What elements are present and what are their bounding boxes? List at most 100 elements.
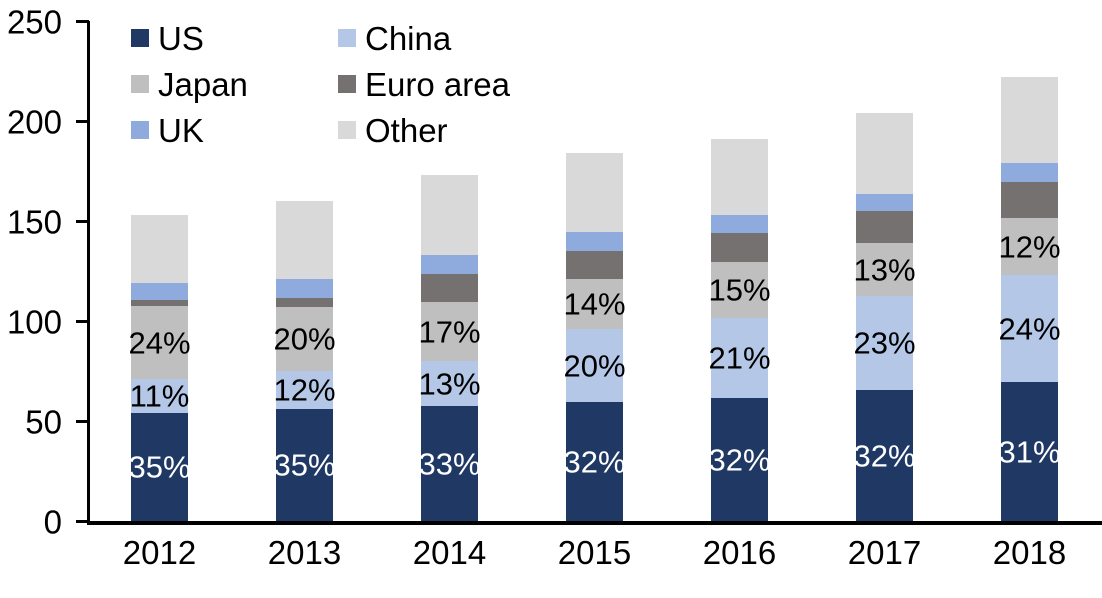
y-tick-label: 150 — [6, 203, 62, 241]
bar-segment-2013-uk — [276, 279, 333, 298]
bar-segment-2015-euro-area — [566, 251, 623, 279]
y-tick-mark — [76, 220, 89, 223]
y-tick-mark — [76, 320, 89, 323]
legend-label-us: US — [158, 19, 204, 57]
bar-segment-2017-us — [856, 390, 913, 521]
segment-label-2018-us: 31% — [998, 434, 1061, 469]
x-axis-line — [87, 521, 1102, 525]
bar-segment-2018-china — [1001, 275, 1058, 382]
bar-segment-2013-japan — [276, 307, 333, 371]
y-tick-mark — [76, 520, 89, 523]
legend-item-other: Other — [338, 107, 510, 153]
segment-label-2012-us: 35% — [128, 449, 191, 485]
x-axis-label-2017: 2017 — [847, 534, 922, 571]
segment-label-2018-japan: 12% — [998, 229, 1061, 264]
y-axis-line — [87, 21, 90, 524]
bar-segment-2016-uk — [711, 215, 768, 233]
bar-segment-2013-euro-area — [276, 298, 333, 307]
bar-segment-2018-other — [1001, 77, 1058, 163]
segment-label-2014-us: 33% — [418, 446, 481, 481]
legend-swatch-china — [338, 29, 356, 47]
legend-item-euro-area: Euro area — [338, 61, 510, 107]
segment-label-2014-japan: 17% — [418, 314, 481, 349]
bar-segment-2014-china — [421, 361, 478, 406]
bar-segment-2017-uk — [856, 194, 913, 211]
bar-segment-2012-us — [131, 413, 188, 521]
segment-label-2015-china: 20% — [563, 348, 626, 383]
bar-segment-2015-uk — [566, 232, 623, 251]
bar-segment-2012-china — [131, 379, 188, 413]
bar-segment-2016-china — [711, 318, 768, 398]
x-axis-label-2013: 2013 — [267, 534, 342, 571]
legend-label-japan: Japan — [158, 65, 248, 103]
legend-item-japan: Japan — [131, 61, 338, 107]
legend-item-us: US — [131, 15, 338, 61]
bar-segment-2012-euro-area — [131, 300, 188, 306]
bar-segment-2016-japan — [711, 262, 768, 318]
segment-label-2015-us: 32% — [563, 444, 626, 479]
segment-label-2017-china: 23% — [853, 325, 916, 361]
bar-segment-2018-japan — [1001, 218, 1058, 275]
legend-swatch-other — [338, 121, 356, 139]
bar-segment-2013-us — [276, 409, 333, 521]
bar-segment-2015-us — [566, 402, 623, 521]
y-tick-label: 0 — [43, 503, 62, 541]
bar-segment-2015-china — [566, 329, 623, 402]
legend-label-uk: UK — [158, 111, 204, 149]
segment-label-2012-japan: 24% — [128, 325, 191, 360]
bar-segment-2016-other — [711, 139, 768, 215]
legend-item-uk: UK — [131, 107, 338, 153]
bar-segment-2013-china — [276, 371, 333, 409]
legend-label-china: China — [365, 19, 452, 57]
legend-label-euro-area: Euro area — [365, 65, 510, 103]
y-tick-mark — [76, 420, 89, 423]
legend-swatch-us — [131, 29, 149, 47]
bar-segment-2014-us — [421, 406, 478, 521]
y-tick-label: 50 — [25, 403, 62, 441]
legend-item-china: China — [338, 15, 510, 61]
bar-segment-2012-other — [131, 215, 188, 283]
x-axis-label-2014: 2014 — [412, 534, 487, 571]
bar-segment-2017-china — [856, 296, 913, 390]
segment-label-2014-china: 13% — [418, 366, 481, 401]
bar-segment-2013-other — [276, 201, 333, 279]
segment-label-2013-japan: 20% — [273, 321, 336, 357]
y-tick-label: 100 — [6, 303, 62, 341]
bar-segment-2015-other — [566, 153, 623, 232]
segment-label-2018-china: 24% — [998, 311, 1061, 346]
segment-label-2016-japan: 15% — [708, 272, 771, 308]
y-tick-mark — [76, 20, 89, 23]
legend-swatch-euro-area — [338, 75, 356, 93]
legend: US China Japan Euro area UK Other — [131, 15, 510, 153]
bar-segment-2014-euro-area — [421, 274, 478, 302]
y-tick-label: 250 — [6, 3, 62, 41]
bar-segment-2016-euro-area — [711, 233, 768, 262]
bar-segment-2014-other — [421, 175, 478, 255]
y-tick-mark — [76, 120, 89, 123]
bar-segment-2015-japan — [566, 279, 623, 329]
bar-segment-2014-japan — [421, 302, 478, 361]
bar-segment-2017-euro-area — [856, 211, 913, 243]
bar-segment-2012-uk — [131, 283, 188, 300]
x-axis-label-2018: 2018 — [992, 534, 1067, 571]
bar-segment-2017-other — [856, 113, 913, 194]
segment-label-2015-japan: 14% — [563, 286, 626, 322]
x-axis-label-2012: 2012 — [122, 534, 197, 571]
bar-segment-2014-uk — [421, 255, 478, 274]
bar-segment-2012-japan — [131, 306, 188, 379]
bar-segment-2017-japan — [856, 243, 913, 296]
segment-label-2012-china: 11% — [129, 378, 190, 414]
legend-label-other: Other — [365, 111, 448, 149]
segment-label-2017-japan: 13% — [853, 252, 916, 287]
legend-swatch-uk — [131, 121, 149, 139]
bar-segment-2018-us — [1001, 382, 1058, 521]
segment-label-2013-china: 12% — [273, 372, 336, 408]
segment-label-2016-china: 21% — [708, 340, 771, 376]
segment-label-2017-us: 32% — [853, 438, 916, 473]
x-axis-label-2015: 2015 — [557, 534, 632, 571]
bar-segment-2016-us — [711, 398, 768, 521]
y-tick-label: 200 — [6, 103, 62, 141]
legend-swatch-japan — [131, 75, 149, 93]
segment-label-2016-us: 32% — [708, 442, 771, 477]
